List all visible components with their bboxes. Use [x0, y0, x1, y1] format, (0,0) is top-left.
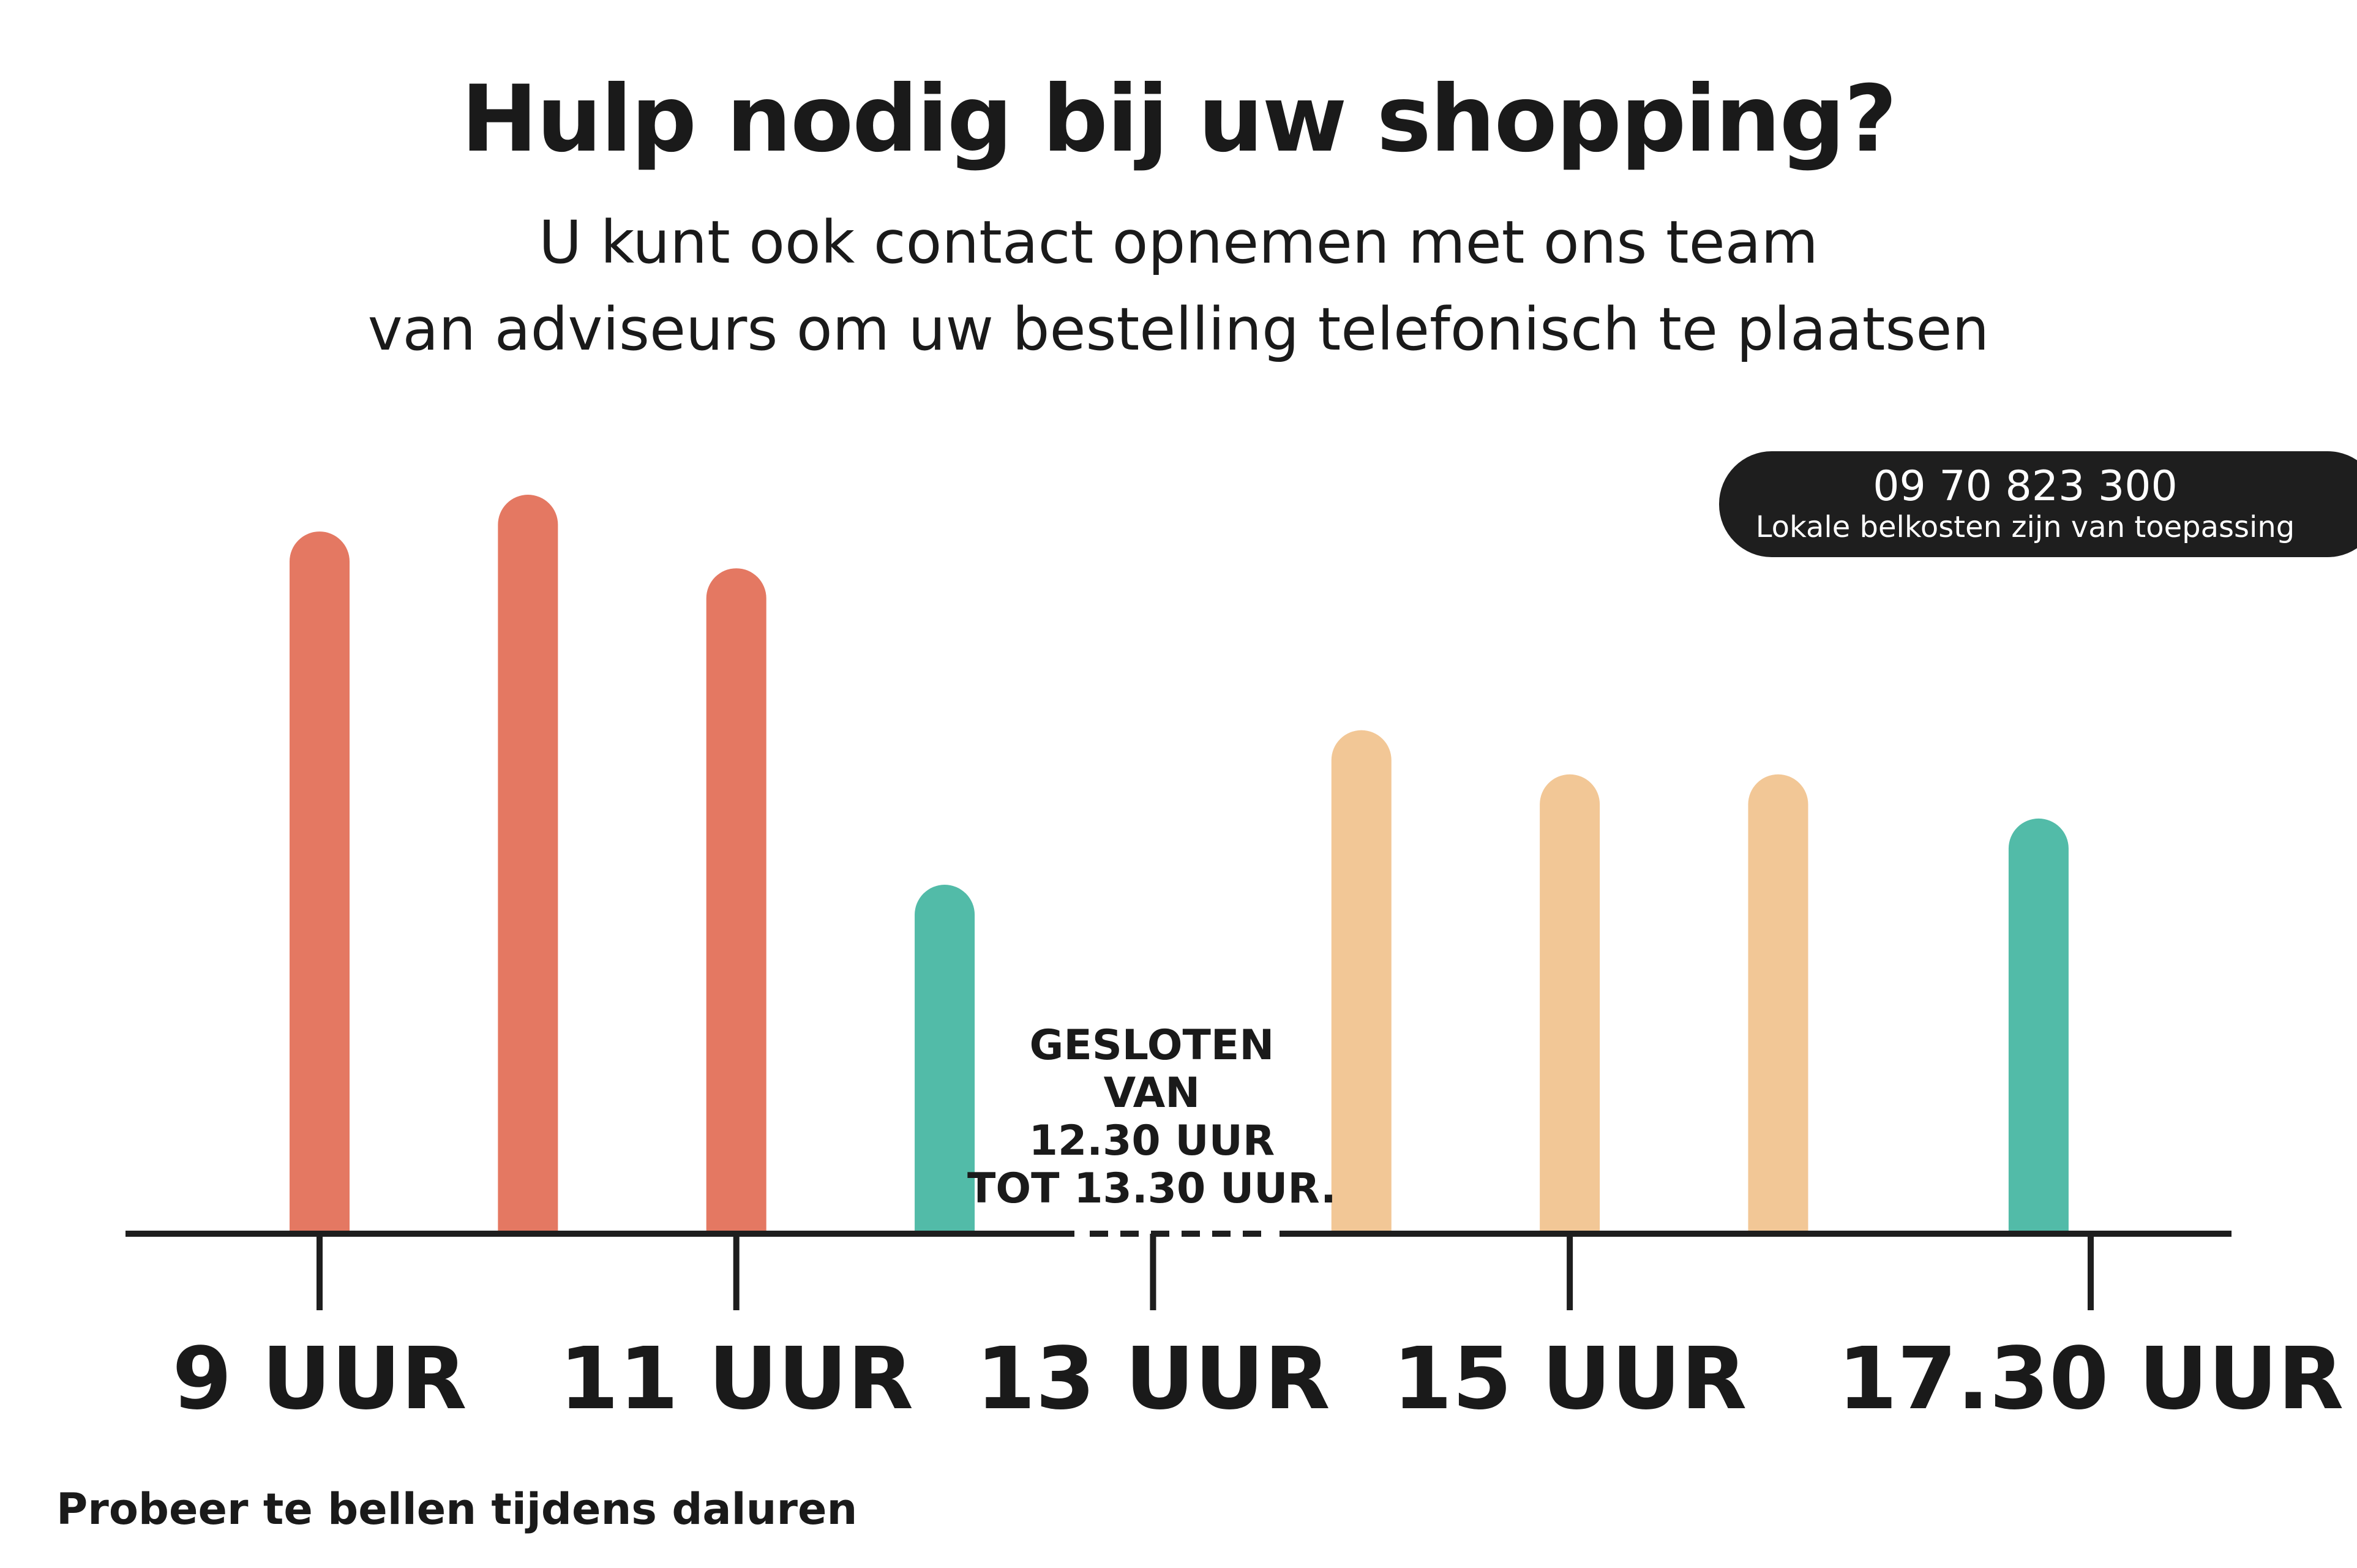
tick-label-2: 11 UUR [559, 1329, 913, 1429]
closed-label-line-2: VAN [1104, 1069, 1201, 1117]
closed-label-line-3: 12.30 UUR [1029, 1117, 1275, 1165]
footnote: Probeer te bellen tijdens daluren [56, 1484, 858, 1534]
phone-cost-note: Lokale belkosten zijn van toepassing [1755, 510, 2295, 544]
bar-6 [1540, 774, 1600, 1231]
bar-1 [290, 531, 350, 1231]
tick-label-1: 9 UUR [172, 1329, 467, 1429]
page-title: Hulp nodig bij uw shopping? [460, 66, 1897, 173]
phone-number[interactable]: 09 70 823 300 [1873, 462, 2178, 511]
bar-2 [498, 495, 558, 1231]
tick-label-4: 15 UUR [1393, 1329, 1747, 1429]
bar-7 [1748, 774, 1808, 1231]
bar-5 [1331, 730, 1392, 1231]
subtitle-line-2: van adviseurs om uw bestelling telefonis… [367, 295, 1990, 364]
tick-label-5: 17.30 UUR [1838, 1329, 2344, 1429]
page-subtitle: U kunt ook contact opnemen met ons team … [0, 199, 2357, 373]
bar-3 [706, 568, 766, 1231]
subtitle-line-1: U kunt ook contact opnemen met ons team [538, 208, 1818, 277]
phone-badge[interactable]: 09 70 823 300 Lokale belkosten zijn van … [1719, 451, 2357, 557]
tick-label-3: 13 UUR [976, 1329, 1330, 1429]
closed-label-line-1: GESLOTEN [1030, 1021, 1275, 1070]
closed-label-line-4: TOT 13.30 UUR. [967, 1165, 1336, 1213]
bar-4 [915, 885, 975, 1231]
bar-8 [2008, 818, 2069, 1231]
